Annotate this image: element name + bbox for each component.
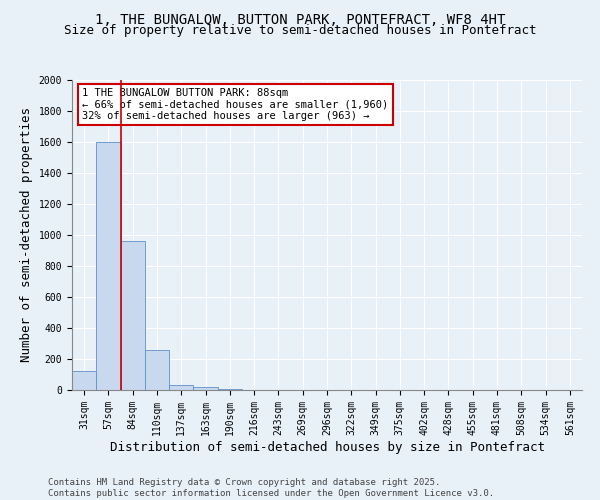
Text: 1, THE BUNGALOW, BUTTON PARK, PONTEFRACT, WF8 4HT: 1, THE BUNGALOW, BUTTON PARK, PONTEFRACT… bbox=[95, 12, 505, 26]
Bar bbox=[193, 387, 218, 390]
Y-axis label: Number of semi-detached properties: Number of semi-detached properties bbox=[20, 108, 33, 362]
Bar bbox=[218, 389, 242, 390]
X-axis label: Distribution of semi-detached houses by size in Pontefract: Distribution of semi-detached houses by … bbox=[110, 440, 545, 454]
Bar bbox=[72, 372, 96, 390]
Text: Contains HM Land Registry data © Crown copyright and database right 2025.
Contai: Contains HM Land Registry data © Crown c… bbox=[48, 478, 494, 498]
Bar bbox=[96, 142, 121, 390]
Bar bbox=[169, 384, 193, 390]
Bar bbox=[145, 350, 169, 390]
Bar bbox=[121, 241, 145, 390]
Text: Size of property relative to semi-detached houses in Pontefract: Size of property relative to semi-detach… bbox=[64, 24, 536, 37]
Text: 1 THE BUNGALOW BUTTON PARK: 88sqm
← 66% of semi-detached houses are smaller (1,9: 1 THE BUNGALOW BUTTON PARK: 88sqm ← 66% … bbox=[82, 88, 388, 121]
